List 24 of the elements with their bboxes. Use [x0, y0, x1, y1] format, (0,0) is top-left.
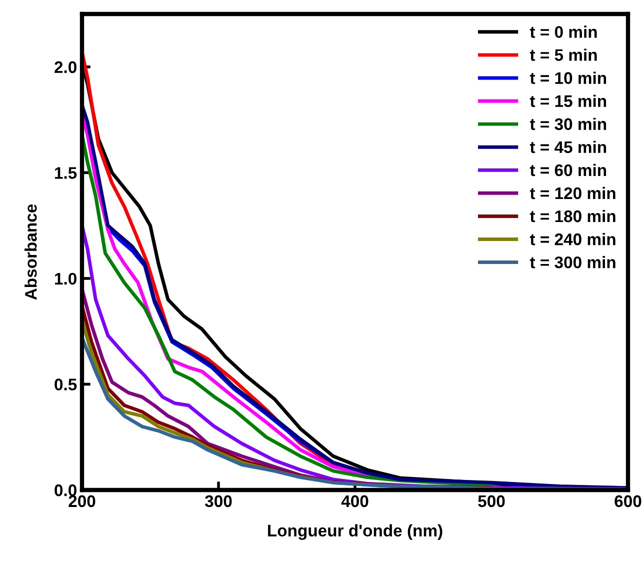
legend-label: t = 5 min: [530, 48, 597, 61]
legend-label: t = 180 min: [530, 210, 616, 222]
y-tick-label: 2.0: [54, 61, 76, 74]
legend-label: t = 60 min: [530, 164, 606, 176]
legend-label: t = 300 min: [530, 256, 616, 268]
x-tick-label: 400: [341, 495, 368, 508]
legend-label: t = 45 min: [530, 140, 606, 154]
x-axis-title: Longueur d'onde (nm): [268, 524, 442, 540]
legend-label: t = 10 min: [530, 72, 606, 84]
x-tick-label: 500: [478, 495, 505, 508]
legend-label: t = 15 min: [530, 94, 606, 108]
legend-label: t = 120 min: [530, 186, 616, 200]
legend-label: t = 30 min: [530, 118, 606, 130]
line-series: [82, 336, 628, 490]
y-tick-label: 1.0: [55, 272, 76, 285]
y-axis-title: Absorbance: [24, 204, 37, 300]
legend-label: t = 240 min: [530, 232, 616, 246]
y-tick-label: 1.5: [55, 167, 77, 179]
y-tick-label: 0.0: [54, 484, 76, 496]
x-tick-label: 600: [614, 495, 642, 508]
x-tick-label: 200: [68, 495, 96, 508]
legend-label: t = 0 min: [530, 26, 597, 38]
x-tick-label: 300: [204, 495, 232, 508]
y-tick-label: 0.5: [54, 378, 77, 390]
